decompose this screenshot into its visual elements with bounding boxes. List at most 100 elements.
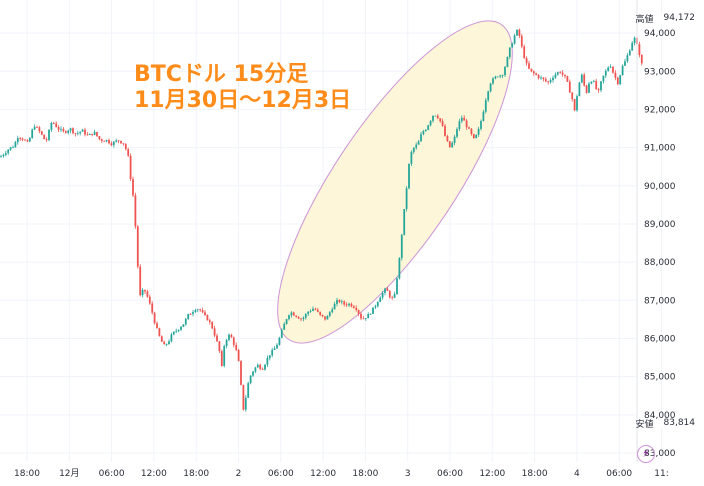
candle-body (429, 120, 432, 126)
candles (0, 28, 643, 412)
candle-body (602, 75, 605, 82)
candle-body (64, 131, 67, 133)
candle-body (372, 307, 374, 314)
candle-body (458, 121, 461, 130)
candle-body (420, 134, 422, 142)
candle-body (136, 226, 139, 267)
candle-body (412, 147, 415, 152)
candle-body (50, 123, 53, 130)
candle-body (172, 331, 175, 335)
candle-body (460, 117, 463, 122)
candle-body (336, 299, 338, 304)
candle-body (134, 195, 137, 227)
candle-body (232, 337, 235, 345)
candle-body (110, 143, 113, 146)
candle-body (554, 74, 557, 78)
x-tick-label: 06:00 (437, 469, 463, 479)
candle-body (33, 126, 36, 130)
candle-body (477, 128, 480, 135)
candle-body (578, 82, 581, 97)
candle-body (36, 126, 38, 128)
candle-body (316, 309, 319, 312)
chart-subtitle: 11月30日〜12月3日 (134, 88, 352, 113)
y-tick-label: 83,000 (644, 449, 676, 459)
candle-body (600, 81, 602, 91)
low-value: 83,814 (660, 418, 698, 428)
candle-body (451, 142, 454, 148)
candle-body (475, 134, 478, 139)
candle-body (242, 384, 245, 410)
candle-body (463, 117, 466, 121)
candle-body (67, 130, 70, 133)
y-tick-label: 93,000 (644, 67, 676, 77)
candle-body (7, 149, 10, 154)
x-tick-label: 11: (654, 469, 668, 479)
candle-body (410, 151, 413, 164)
low-price-badge: 安値 83,814 (632, 416, 698, 430)
candle-body (237, 350, 240, 362)
candle-body (381, 292, 384, 298)
x-tick-label: 06:00 (99, 469, 125, 479)
candle-body (386, 288, 389, 291)
candle-body (213, 328, 216, 336)
candle-body (540, 77, 542, 79)
candle-body (230, 334, 233, 338)
candle-body (240, 361, 242, 385)
candle-body (165, 344, 168, 345)
high-value: 94,172 (660, 13, 698, 23)
candle-body (196, 309, 199, 311)
candle-body (249, 375, 252, 384)
candle-body (206, 314, 209, 321)
candle-body (283, 323, 286, 330)
candle-body (436, 115, 439, 119)
candle-body (304, 313, 307, 318)
candle-body (367, 314, 370, 319)
candle-body (261, 369, 264, 370)
candle-body (204, 312, 206, 315)
candle-body (52, 123, 55, 124)
candle-body (103, 140, 106, 142)
candle-body (468, 127, 470, 129)
candle-body (376, 301, 379, 307)
grid-lines (0, 0, 662, 462)
candle-body (364, 318, 367, 320)
candle-body (595, 80, 598, 90)
candle-body (523, 46, 526, 59)
candle-body (84, 129, 86, 135)
lightning-icon[interactable]: ⚡ (637, 445, 655, 463)
candle-body (45, 139, 48, 141)
candle-body (57, 127, 60, 130)
candle-body (264, 364, 266, 370)
candle-body (256, 364, 259, 368)
low-label: 安値 (635, 419, 654, 430)
candle-body (108, 139, 110, 144)
y-tick-label: 86,000 (644, 334, 676, 344)
x-tick-label: 06:00 (606, 469, 632, 479)
candle-body (489, 83, 492, 92)
candle-body (494, 76, 497, 79)
candle-body (472, 134, 475, 139)
candle-body (408, 163, 410, 189)
candle-body (379, 297, 382, 302)
y-tick-label: 87,000 (644, 296, 676, 306)
candle-body (583, 74, 586, 86)
candle-body (482, 111, 485, 121)
candle-body (55, 123, 58, 128)
candle-body (252, 371, 254, 376)
candle-body (151, 303, 154, 313)
candle-body (302, 317, 305, 320)
candle-body (604, 71, 607, 76)
candle-body (506, 56, 509, 67)
candle-body (187, 314, 190, 319)
candle-body (501, 75, 504, 76)
candle-body (396, 278, 398, 295)
candle-body (168, 341, 170, 345)
candle-body (120, 140, 122, 144)
candle-body (441, 121, 444, 126)
candle-body (388, 290, 391, 298)
candle-body (146, 291, 149, 297)
candle-body (465, 120, 468, 128)
candle-body (228, 334, 230, 340)
candle-body (218, 341, 221, 352)
